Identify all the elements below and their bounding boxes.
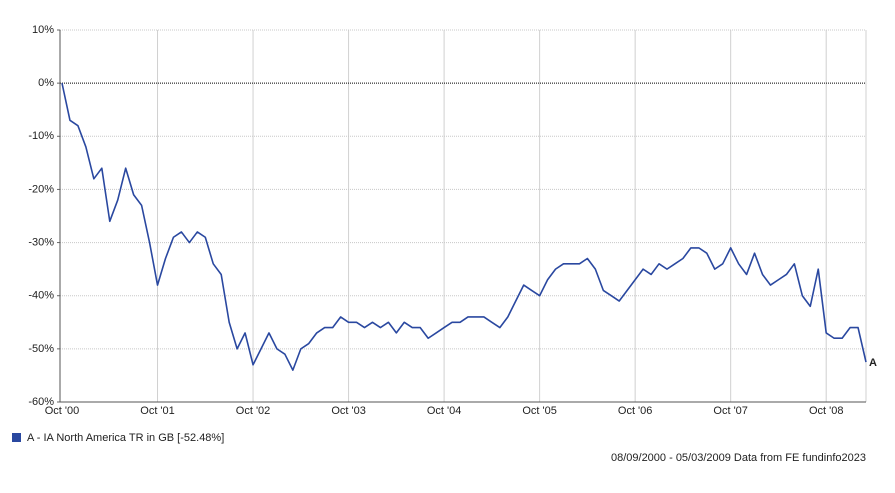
y-tick-label: -50% <box>28 343 54 355</box>
footer: 08/09/2000 - 05/03/2009 Data from FE fun… <box>611 452 866 464</box>
series-line <box>61 82 867 371</box>
x-tick-label: Oct '05 <box>522 405 557 417</box>
x-tick-label: Oct '03 <box>331 405 366 417</box>
legend-swatch <box>12 433 21 442</box>
x-tick-label: Oct '00 <box>45 405 80 417</box>
y-tick-label: -20% <box>28 183 54 195</box>
y-tick-label: -60% <box>28 396 54 408</box>
y-tick-label: -40% <box>28 290 54 302</box>
x-tick-label: Oct '02 <box>236 405 271 417</box>
y-tick-label: -30% <box>28 236 54 248</box>
x-tick-label: Oct '07 <box>713 405 748 417</box>
x-tick-label: Oct '06 <box>618 405 653 417</box>
x-tick-label: Oct '01 <box>140 405 175 417</box>
y-tick-label: 0% <box>38 77 54 89</box>
series-end-label: A <box>869 357 877 369</box>
y-tick-label: 10% <box>32 24 54 36</box>
x-tick-label: Oct '04 <box>427 405 462 417</box>
y-tick-label: -10% <box>28 130 54 142</box>
x-tick-label: Oct '08 <box>809 405 844 417</box>
legend-label: A - IA North America TR in GB [-52.48%] <box>27 432 224 444</box>
